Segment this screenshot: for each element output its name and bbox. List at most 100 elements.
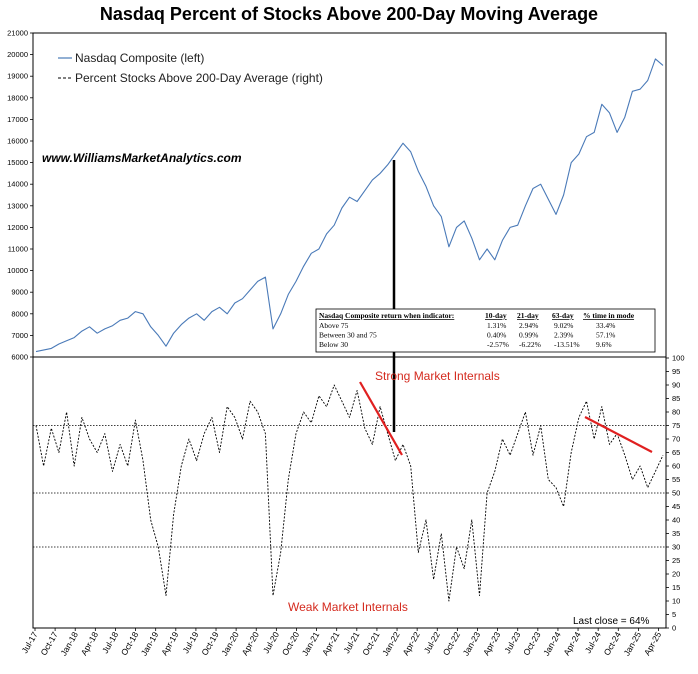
x-tick-label: Apr-22 <box>400 630 422 657</box>
x-tick-label: Apr-25 <box>642 630 664 657</box>
table-cell: 0.40% <box>487 331 506 340</box>
x-tick-label: Oct-19 <box>199 630 221 657</box>
right-tick-label: 55 <box>672 475 680 484</box>
right-axis-ticks: 0 5 10 15 20 25 30 35 40 45 50 55 60 65 70 75 80 85 90 95 10… <box>666 354 685 633</box>
right-tick-label: 0 <box>672 624 676 633</box>
x-tick-label: Apr-19 <box>159 630 181 657</box>
percent-line <box>35 384 664 602</box>
table-cell: 57.1% <box>596 331 615 340</box>
right-tick-label: 10 <box>672 597 680 606</box>
x-tick-label: Jul-22 <box>422 630 442 655</box>
table-header-cell: 21-day <box>517 311 539 320</box>
table-cell: 9.6% <box>596 340 612 349</box>
x-tick-label: Apr-24 <box>561 630 583 657</box>
left-tick-label: 7000 <box>11 331 28 340</box>
right-tick-label: 95 <box>672 367 680 376</box>
website-label: www.WilliamsMarketAnalytics.com <box>42 151 242 165</box>
left-tick-label: 21000 <box>7 29 28 38</box>
right-tick-label: 50 <box>672 489 680 498</box>
left-tick-label: 20000 <box>7 50 28 59</box>
left-tick-label: 17000 <box>7 115 28 124</box>
x-tick-label: Oct-24 <box>602 630 624 657</box>
x-tick-label: Apr-20 <box>240 630 262 657</box>
table-cell: Between 30 and 75 <box>319 331 377 340</box>
nasdaq-series <box>35 58 664 353</box>
legend: Nasdaq Composite (left) Percent Stocks A… <box>58 51 323 85</box>
last-close-label: Last close = 64% <box>573 616 650 627</box>
legend-label-percent: Percent Stocks Above 200-Day Average (ri… <box>75 71 323 85</box>
table-cell: -13.51% <box>554 340 580 349</box>
x-tick-label: Jan-23 <box>461 630 483 658</box>
right-tick-label: 80 <box>672 408 680 417</box>
annotation-strong: Strong Market Internals <box>375 369 500 383</box>
table-header-cell: 10-day <box>485 311 507 320</box>
table-cell: -2.57% <box>487 340 509 349</box>
table-cell: 9.02% <box>554 321 573 330</box>
right-tick-label: 35 <box>672 529 680 538</box>
left-tick-label: 18000 <box>7 93 28 102</box>
left-tick-label: 9000 <box>11 288 28 297</box>
table-cell: 2.94% <box>519 321 538 330</box>
x-tick-label: Apr-21 <box>320 630 342 657</box>
table-header-cell: 63-day <box>552 311 574 320</box>
right-tick-label: 100 <box>672 354 685 363</box>
left-tick-label: 8000 <box>11 309 28 318</box>
x-tick-label: Jan-20 <box>219 630 241 658</box>
x-tick-label: Jul-24 <box>583 630 603 655</box>
table-cell: -6.22% <box>519 340 541 349</box>
reference-lines <box>33 425 666 548</box>
left-tick-label: 11000 <box>8 245 28 254</box>
x-tick-label: Oct-21 <box>360 630 382 657</box>
right-tick-label: 25 <box>672 556 680 565</box>
right-tick-label: 60 <box>672 462 680 471</box>
x-tick-label: Apr-18 <box>79 630 101 657</box>
trend-line-2 <box>584 416 653 453</box>
right-tick-label: 65 <box>672 448 680 457</box>
right-tick-label: 40 <box>672 516 680 525</box>
table-cell: 0.99% <box>519 331 538 340</box>
x-tick-label: Jul-23 <box>502 630 522 655</box>
x-tick-label: Jul-21 <box>341 630 361 655</box>
right-tick-label: 20 <box>672 570 680 579</box>
left-tick-label: 15000 <box>7 158 28 167</box>
x-tick-label: Oct-20 <box>280 630 302 657</box>
right-tick-label: 70 <box>672 435 680 444</box>
x-tick-label: Jan-19 <box>139 630 161 658</box>
table-cell: 2.39% <box>554 331 573 340</box>
nasdaq-line <box>35 58 664 353</box>
left-axis-ticks: 6000 7000 8000 9000 10000 11000 12000 13000 1400… <box>7 29 33 362</box>
left-tick-label: 10000 <box>7 266 28 275</box>
left-tick-label: 13000 <box>7 201 28 210</box>
annotation-weak: Weak Market Internals <box>288 600 408 614</box>
x-tick-label: Jan-24 <box>541 630 563 658</box>
trend-line-1 <box>359 381 403 456</box>
x-tick-label: Jan-25 <box>621 630 643 658</box>
x-tick-label: Jul-20 <box>261 630 281 655</box>
x-tick-label: Jan-18 <box>58 630 80 658</box>
x-tick-label: Jul-17 <box>19 630 39 655</box>
left-tick-label: 16000 <box>7 137 28 146</box>
left-tick-label: 14000 <box>7 180 28 189</box>
x-tick-label: Oct-22 <box>441 630 463 657</box>
table-header-cell: Nasdaq Composite return when indicator: <box>319 311 454 320</box>
table-header-cell: % time in mode <box>583 311 635 320</box>
x-tick-label: Oct-18 <box>119 630 141 657</box>
percent-series <box>35 384 664 602</box>
table-cell: 33.4% <box>596 321 615 330</box>
plot-frame <box>32 32 667 629</box>
right-tick-label: 75 <box>672 421 680 430</box>
x-tick-label: Apr-23 <box>481 630 503 657</box>
right-tick-label: 90 <box>672 381 680 390</box>
x-tick-label: Jan-22 <box>380 630 402 658</box>
x-tick-label: Jan-21 <box>300 630 322 658</box>
table-cell: 1.31% <box>487 321 506 330</box>
x-tick-label: Oct-17 <box>38 630 60 657</box>
x-tick-label: Jul-18 <box>100 630 120 655</box>
table-cell: Above 75 <box>319 321 349 330</box>
x-tick-label: Oct-23 <box>521 630 543 657</box>
table-cell: Below 30 <box>319 340 348 349</box>
table-border <box>315 308 656 353</box>
legend-label-nasdaq: Nasdaq Composite (left) <box>75 51 204 65</box>
